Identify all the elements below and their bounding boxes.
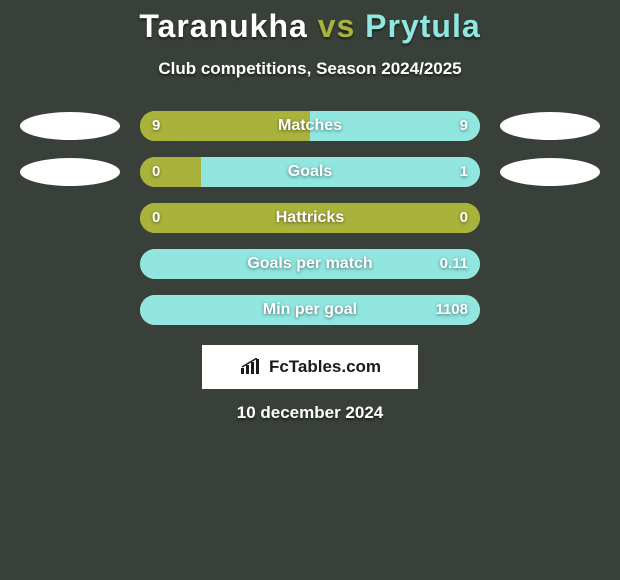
date-label: 10 december 2024	[0, 403, 620, 423]
stat-row: 99Matches	[0, 111, 620, 141]
subtitle: Club competitions, Season 2024/2025	[0, 59, 620, 79]
stat-bar: 99Matches	[140, 111, 480, 141]
chart-icon	[239, 358, 263, 376]
stat-bar: 00Hattricks	[140, 203, 480, 233]
stat-bar: 1108Min per goal	[140, 295, 480, 325]
stat-rows: 99Matches 01Goals 00Hattricks 0.11Goals per…	[0, 111, 620, 325]
stat-label: Matches	[140, 111, 480, 141]
stat-bar: 01Goals	[140, 157, 480, 187]
stat-row: 1108Min per goal	[0, 295, 620, 325]
player2-name: Prytula	[365, 8, 480, 44]
player2-marker	[500, 112, 600, 140]
player2-marker	[500, 158, 600, 186]
stat-row: 0.11Goals per match	[0, 249, 620, 279]
branding-text: FcTables.com	[269, 357, 381, 377]
player1-marker	[20, 158, 120, 186]
stat-row: 01Goals	[0, 157, 620, 187]
stat-bar: 0.11Goals per match	[140, 249, 480, 279]
stat-row: 00Hattricks	[0, 203, 620, 233]
stat-label: Goals per match	[140, 249, 480, 279]
vs-label: vs	[318, 8, 356, 44]
branding-badge: FcTables.com	[202, 345, 418, 389]
comparison-infographic: Taranukha vs Prytula Club competitions, …	[0, 0, 620, 423]
player1-name: Taranukha	[139, 8, 307, 44]
player1-marker	[20, 112, 120, 140]
stat-label: Hattricks	[140, 203, 480, 233]
stat-label: Goals	[140, 157, 480, 187]
stat-label: Min per goal	[140, 295, 480, 325]
title: Taranukha vs Prytula	[0, 8, 620, 45]
